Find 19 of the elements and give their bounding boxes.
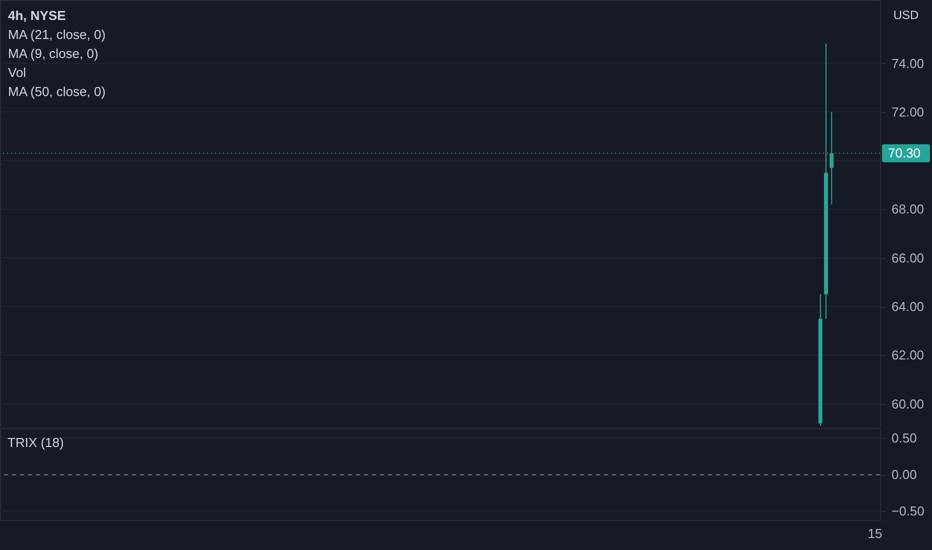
y-tick-label: 0.50 — [892, 430, 917, 446]
text: TRIX (18) — [8, 435, 64, 450]
text: MA (9, close, 0) — [8, 46, 98, 61]
y-tick-label: 74.00 — [892, 56, 924, 71]
ref-line-label: 70.30 — [888, 145, 921, 160]
text: 4h, NYSE — [8, 8, 66, 23]
y-tick-label: 62.00 — [892, 348, 924, 363]
y-tick-label: 72.00 — [892, 104, 924, 120]
y-tick-label: −0.50 — [892, 504, 924, 519]
text: USD — [893, 8, 919, 22]
text: 15 — [868, 526, 882, 541]
y-tick-label: 0.00 — [892, 467, 917, 482]
y-tick-label: 64.00 — [892, 299, 924, 314]
y-tick-label: 66.00 — [892, 250, 924, 266]
y-tick-label: 68.00 — [892, 202, 924, 217]
text: MA (21, close, 0) — [8, 27, 106, 42]
text: MA (50, close, 0) — [8, 84, 106, 99]
y-tick-label: 60.00 — [892, 396, 924, 412]
text: Vol — [8, 65, 26, 80]
